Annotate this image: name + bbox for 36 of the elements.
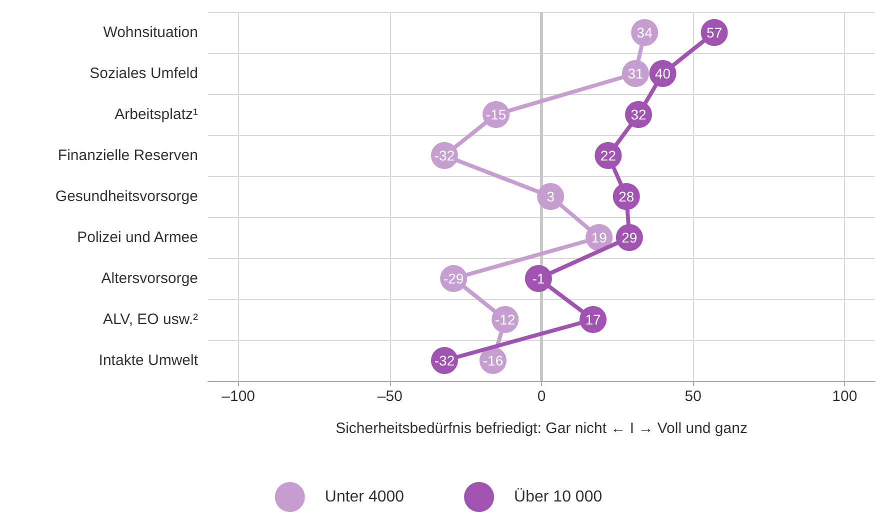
y-tick-label: ALV, EO usw.² <box>102 311 198 328</box>
x-tick-label: 0 <box>537 388 546 405</box>
y-tick-label: Altersvorsorge <box>101 270 198 287</box>
data-label: 28 <box>618 188 634 204</box>
y-tick-label: Arbeitsplatz¹ <box>114 106 198 123</box>
x-tick-label: 50 <box>684 388 702 405</box>
x-tick-label: –50 <box>377 388 402 405</box>
point <box>537 183 564 210</box>
data-label: 40 <box>654 66 671 82</box>
x-tick-label: –100 <box>222 388 256 405</box>
x-tick-label: 100 <box>832 388 858 405</box>
data-label: 32 <box>630 106 647 122</box>
data-label: 22 <box>600 148 616 164</box>
data-label: 29 <box>622 230 638 246</box>
y-tick-label: Polizei und Armee <box>77 229 198 246</box>
data-label: -32 <box>434 148 455 164</box>
data-label: 19 <box>591 230 608 246</box>
data-label: 3 <box>546 188 555 204</box>
data-label: -12 <box>495 312 516 328</box>
data-label: 57 <box>706 24 722 40</box>
data-label: -32 <box>434 352 455 368</box>
x-axis-title: Sicherheitsbedürfnis befriedigt: Gar nicht ← I → Voll und ganz <box>336 420 748 437</box>
y-tick-label: Gesundheitsvorsorge <box>55 188 198 205</box>
data-label: -15 <box>486 106 506 122</box>
data-label: 17 <box>585 312 602 328</box>
y-tick-label: Soziales Umfeld <box>90 65 198 82</box>
data-label: -29 <box>443 270 464 286</box>
y-tick-label: Intakte Umwelt <box>98 352 199 369</box>
y-tick-label: Finanzielle Reserven <box>58 147 198 164</box>
legend-label: Über 10 000 <box>514 488 602 506</box>
data-label: 34 <box>636 24 653 40</box>
data-label: 31 <box>628 66 644 82</box>
data-label: -16 <box>482 352 504 368</box>
data-label: -1 <box>532 270 545 286</box>
legend-label: Unter 4000 <box>324 488 404 506</box>
y-tick-label: Wohnsituation <box>103 24 198 41</box>
